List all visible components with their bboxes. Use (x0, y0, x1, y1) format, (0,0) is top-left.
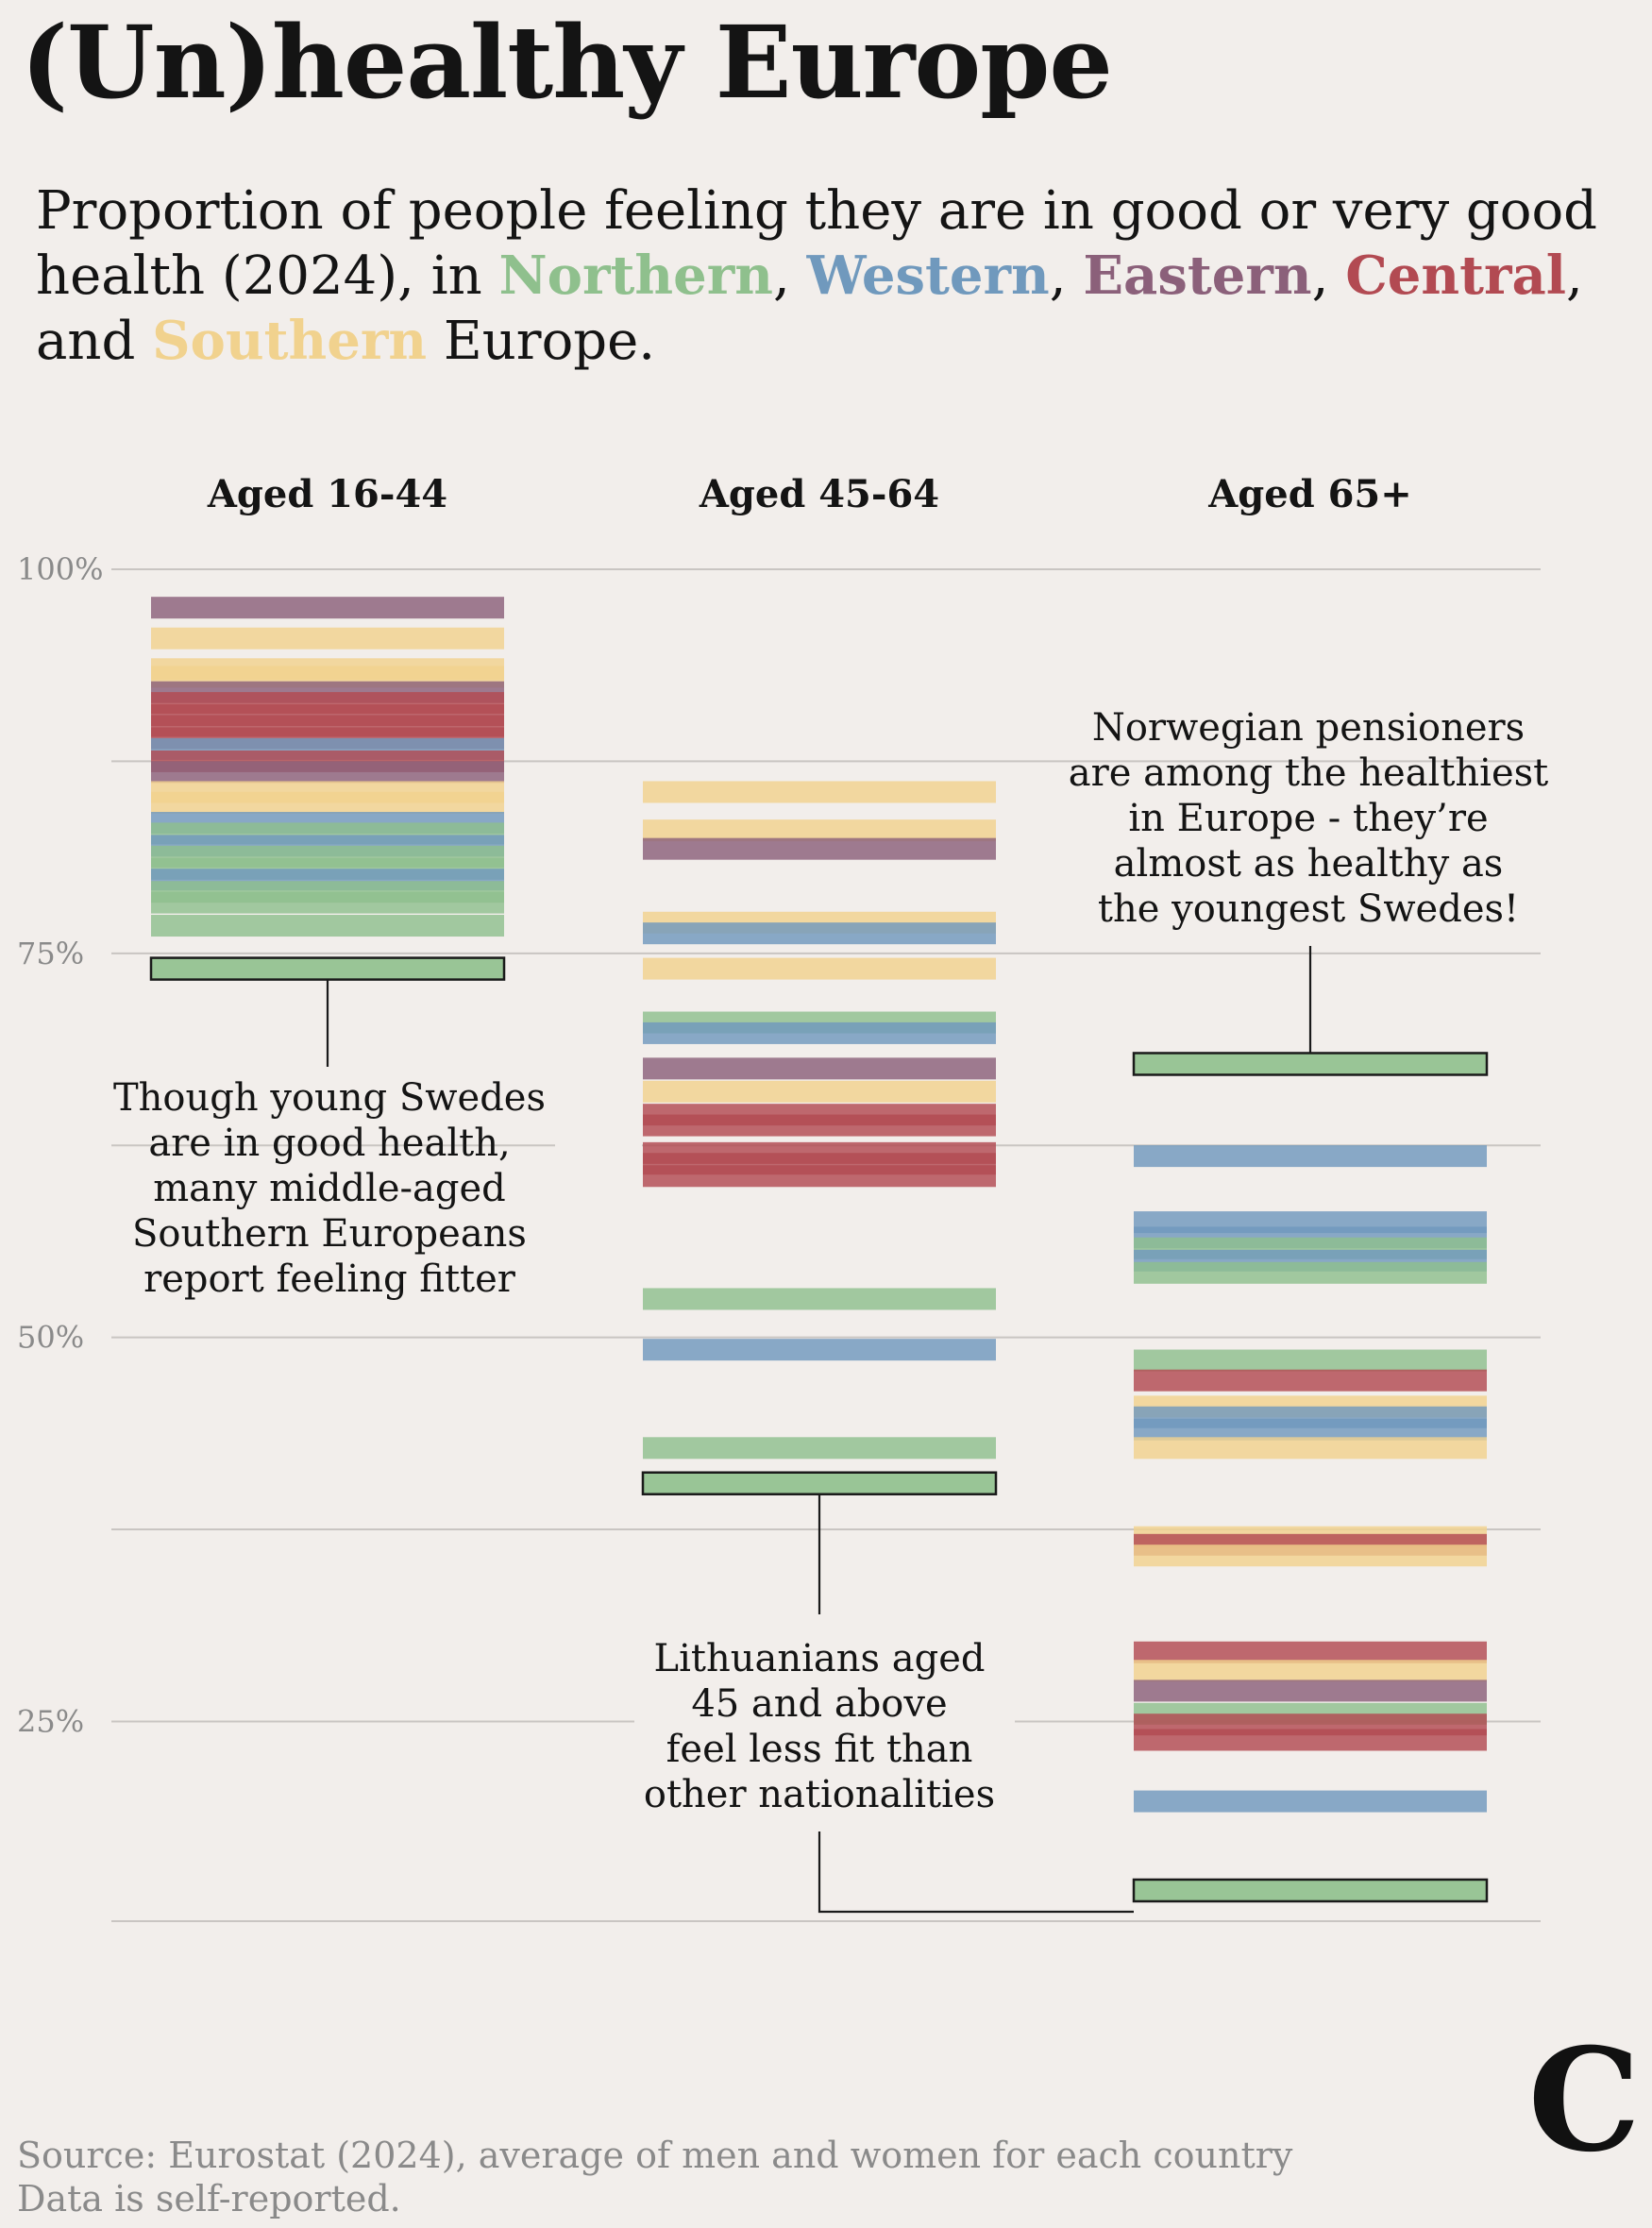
age-group-label: Aged 65+ (1207, 472, 1412, 516)
bar-southern (643, 1080, 996, 1103)
bar-central (1134, 1641, 1487, 1663)
bar-southern (1134, 1544, 1487, 1567)
annotation-text: other nationalities (644, 1773, 995, 1816)
strip-chart: 25% 50% 75% 100% Aged 16-44 Aged 45-64 Aged 65… (17, 472, 1549, 1922)
legend-southern: Southern (152, 310, 428, 372)
source-note: Source: Eurostat (2024), average of men … (17, 2135, 1293, 2176)
annotation-text: Lithuanians aged (654, 1637, 986, 1680)
bar-western (1134, 1145, 1487, 1168)
bar-western (643, 1339, 996, 1361)
annotation-text: Though young Swedes (113, 1076, 546, 1120)
annotation-text: feel less fit than (666, 1728, 973, 1771)
data-note: Data is self-reported. (17, 2178, 401, 2220)
bar-northern (149, 956, 506, 981)
annotation-line (818, 1831, 1134, 1914)
annotation-text: report feeling fitter (143, 1257, 516, 1301)
bar-eastern (643, 1057, 996, 1080)
bar-northern (643, 1437, 996, 1460)
y-tick-label: 100% (17, 551, 103, 587)
annotation-text: 45 and above (691, 1682, 947, 1726)
annotation-text: are in good health, (148, 1122, 510, 1165)
annotation-text: the youngest Swedes! (1098, 887, 1519, 931)
bar-western (643, 922, 996, 945)
legend-northern: Northern (498, 245, 773, 307)
bar-central (1134, 1369, 1487, 1392)
publisher-logo: C (1527, 2017, 1641, 2184)
chart-title: (Un)healthy Europe (21, 3, 1113, 121)
bar-northern (643, 1288, 996, 1310)
age-group-label: Aged 16-44 (207, 472, 447, 516)
y-tick-label: 50% (17, 1320, 84, 1356)
bar-southern (643, 957, 996, 980)
annotation-text: are among the healthiest (1069, 751, 1549, 795)
bar-southern (1134, 1437, 1487, 1460)
bar-eastern (643, 837, 996, 860)
subtitle-sep-4: , and (36, 245, 1583, 372)
legend-western: Western (806, 245, 1050, 307)
subtitle-sep-1: , (772, 245, 807, 307)
bar-eastern (1134, 1679, 1487, 1702)
subtitle-text: Proportion of people feeling they are in… (36, 180, 1598, 307)
bar-northern (1134, 1349, 1487, 1372)
annotation-text: almost as healthy as (1114, 842, 1504, 886)
annotation-text: in Europe - they’re (1128, 797, 1488, 840)
annotation-text: Norwegian pensioners (1092, 706, 1525, 750)
subtitle-end: Europe. (427, 311, 656, 372)
age-group-label: Aged 45-64 (699, 472, 939, 516)
legend-eastern: Eastern (1083, 245, 1312, 307)
footer: Source: Eurostat (2024), average of men … (17, 2134, 1292, 2220)
bar-central (1134, 1729, 1487, 1751)
y-tick-label: 25% (17, 1703, 84, 1739)
annotation-text: many middle-aged (153, 1167, 506, 1210)
bar-northern (151, 915, 504, 937)
bar-western (643, 1021, 996, 1044)
y-tick-label: 75% (17, 936, 84, 971)
bar-southern (151, 791, 504, 814)
subtitle-sep-3: , (1311, 245, 1346, 307)
legend-central: Central (1345, 245, 1567, 307)
bar-northern (1132, 1878, 1489, 1903)
bar-western (1134, 1790, 1487, 1813)
bar-western (1134, 1418, 1487, 1441)
chart-subtitle: Proportion of people feeling they are in… (36, 179, 1641, 374)
bar-southern (151, 627, 504, 650)
bar-northern (151, 891, 504, 914)
bar-central (643, 1165, 996, 1188)
annotation-text: Southern Europeans (132, 1212, 527, 1256)
bar-northern (1132, 1052, 1489, 1076)
bar-eastern (151, 597, 504, 619)
bar-northern (1134, 1261, 1487, 1284)
bar-southern (643, 781, 996, 803)
bar-central (643, 1114, 996, 1137)
bar-southern (1134, 1660, 1487, 1682)
subtitle-sep-2: , (1049, 245, 1084, 307)
bar-southern (643, 819, 996, 842)
bar-eastern (151, 761, 504, 784)
bar-northern (641, 1471, 998, 1495)
